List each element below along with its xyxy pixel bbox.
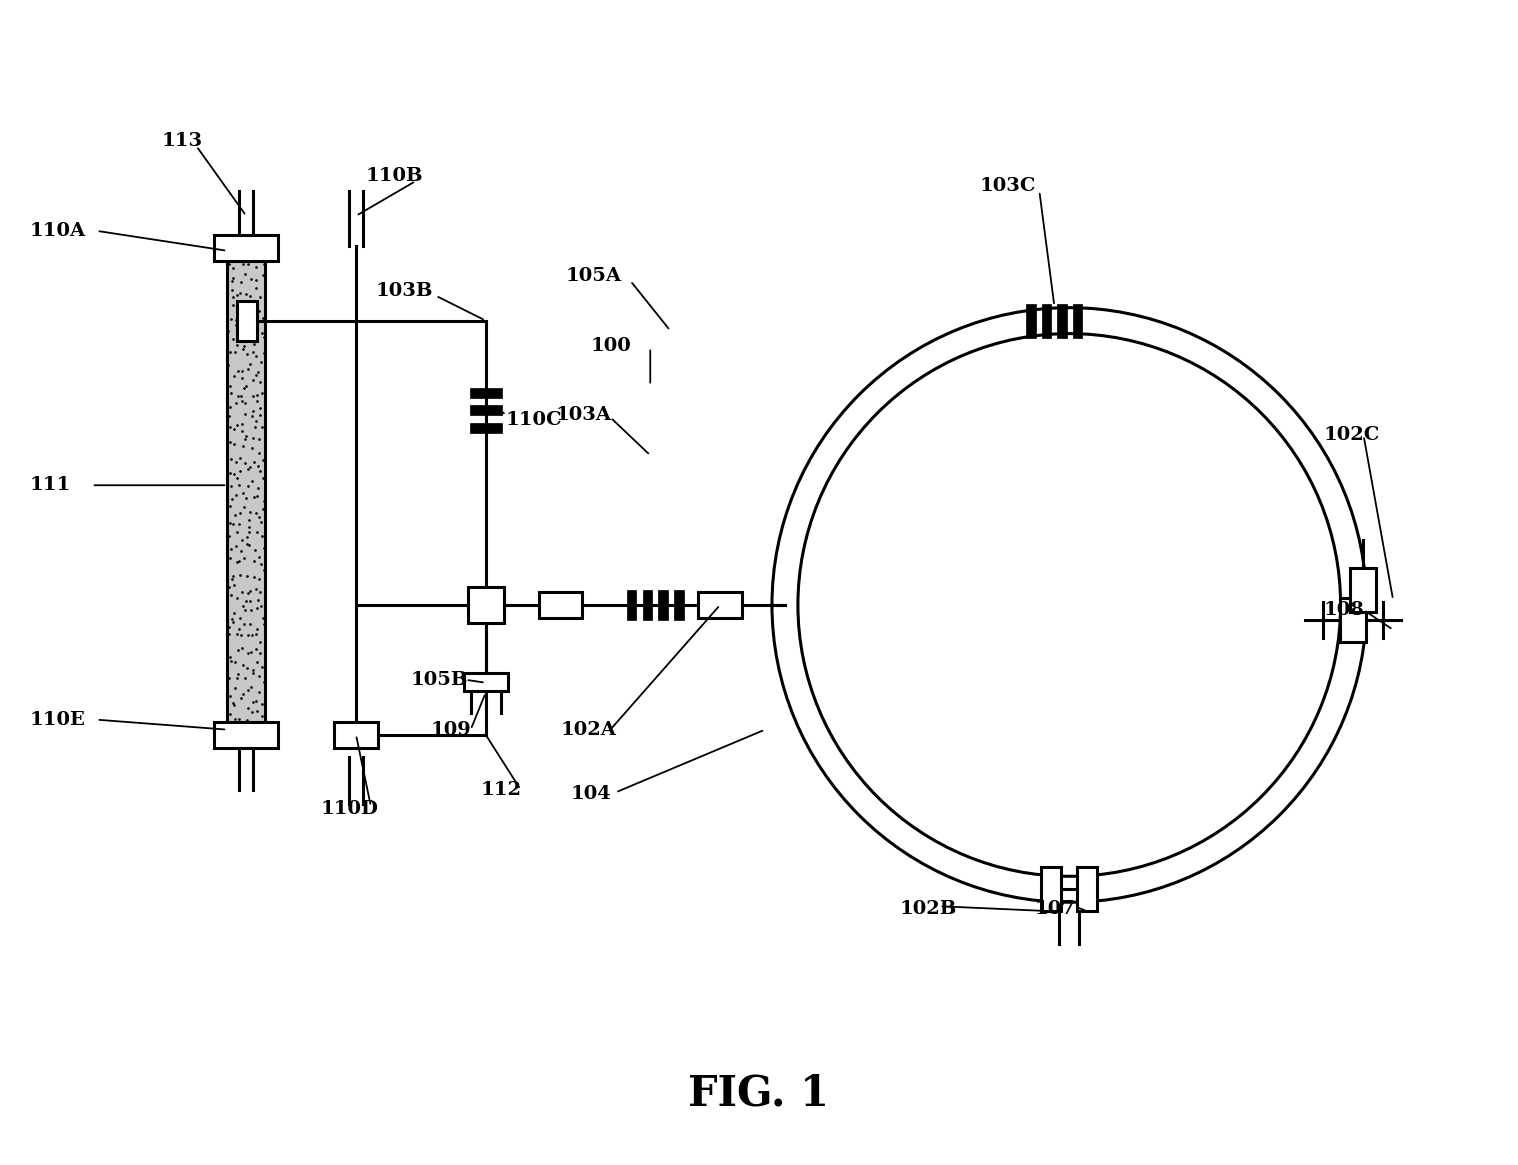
Text: 113: 113 (161, 132, 202, 150)
Text: 103C: 103C (979, 177, 1035, 195)
Text: 102B: 102B (900, 901, 956, 918)
Bar (1340, 598, 1366, 642)
Bar (214, 235, 278, 261)
Bar (463, 672, 507, 691)
Bar (1041, 304, 1052, 338)
Bar (228, 246, 266, 735)
Bar (237, 301, 257, 340)
Text: 103A: 103A (556, 407, 612, 424)
Text: 102A: 102A (560, 721, 616, 739)
Bar (627, 589, 636, 620)
Bar (468, 587, 504, 623)
Bar (642, 589, 653, 620)
Bar (1041, 867, 1061, 911)
Bar (214, 721, 278, 748)
Bar (469, 423, 501, 433)
Text: 110B: 110B (366, 167, 424, 185)
Bar (674, 589, 685, 620)
Text: 110E: 110E (30, 711, 85, 728)
Text: 100: 100 (591, 337, 631, 354)
Bar (698, 592, 742, 617)
Text: 105B: 105B (411, 671, 469, 689)
Text: 110D: 110D (320, 800, 380, 819)
Bar (539, 592, 583, 617)
Text: 102C: 102C (1324, 426, 1380, 444)
Text: 112: 112 (481, 781, 522, 798)
Text: 103B: 103B (376, 282, 434, 299)
Text: 108: 108 (1324, 601, 1365, 619)
Bar (334, 721, 378, 748)
Text: 109: 109 (431, 721, 472, 739)
Bar (1078, 867, 1098, 911)
Bar (1073, 304, 1082, 338)
Text: 107: 107 (1034, 901, 1075, 918)
Text: FIG. 1: FIG. 1 (689, 1073, 829, 1115)
Bar (1026, 304, 1035, 338)
Bar (469, 405, 501, 416)
Bar (469, 388, 501, 398)
Text: 110C: 110C (505, 411, 562, 430)
Bar (1058, 304, 1067, 338)
Text: 104: 104 (571, 785, 612, 804)
Text: 110A: 110A (30, 221, 87, 240)
Text: 111: 111 (30, 476, 71, 494)
Text: 105A: 105A (566, 267, 621, 284)
Bar (1350, 569, 1377, 612)
Bar (659, 589, 668, 620)
